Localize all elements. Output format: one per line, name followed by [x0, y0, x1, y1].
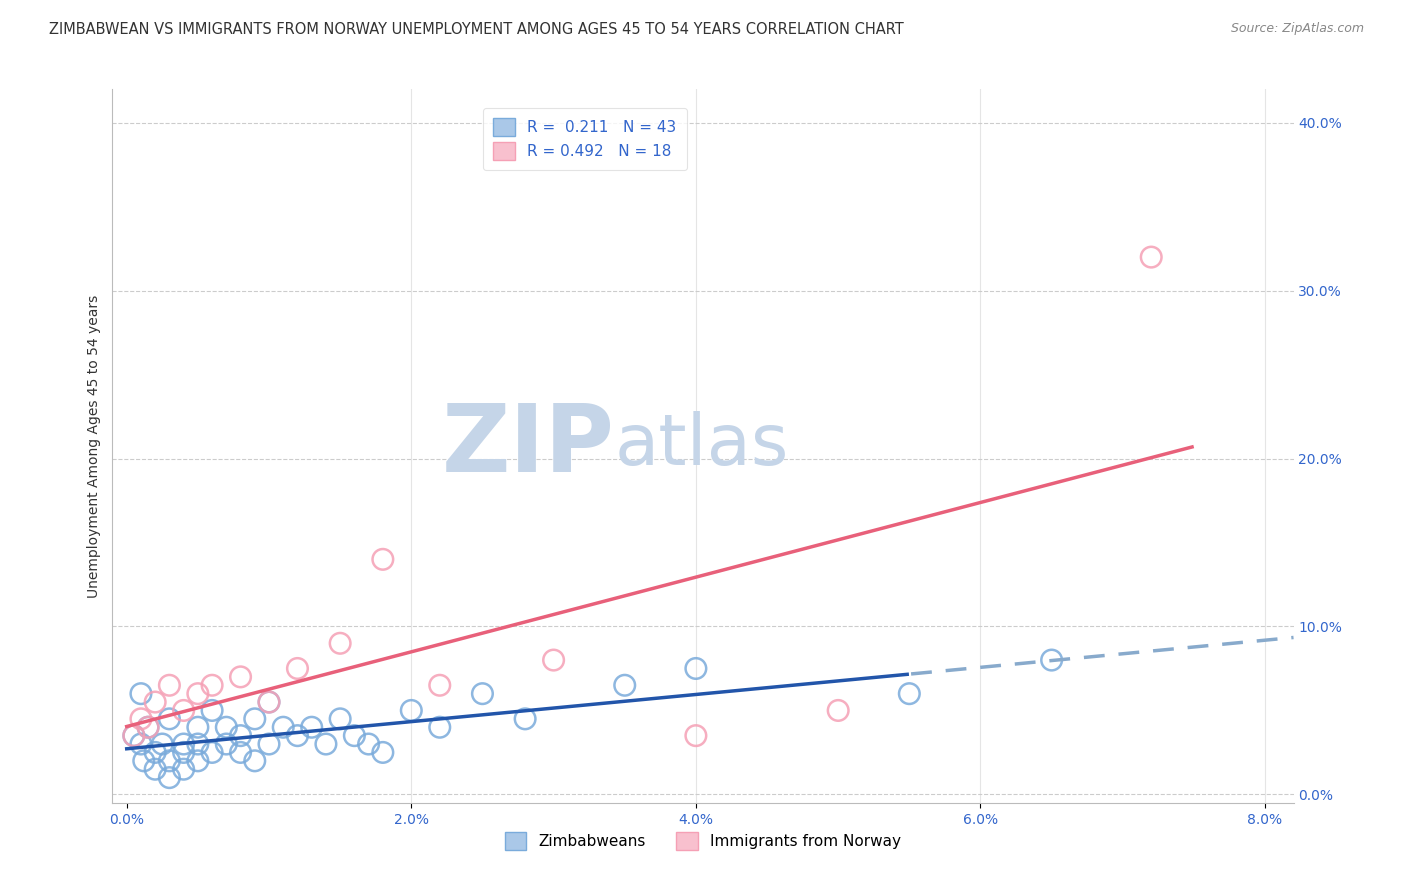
Point — [143, 746, 166, 760]
Point — [201, 703, 224, 717]
Point — [429, 678, 451, 692]
Point — [371, 552, 394, 566]
Point — [157, 712, 180, 726]
Point — [315, 737, 337, 751]
Legend: Zimbabweans, Immigrants from Norway: Zimbabweans, Immigrants from Norway — [499, 826, 907, 855]
Point — [357, 737, 380, 751]
Point — [187, 720, 209, 734]
Point — [343, 729, 366, 743]
Point — [257, 695, 280, 709]
Point — [187, 754, 209, 768]
Text: ZIMBABWEAN VS IMMIGRANTS FROM NORWAY UNEMPLOYMENT AMONG AGES 45 TO 54 YEARS CORR: ZIMBABWEAN VS IMMIGRANTS FROM NORWAY UNE… — [49, 22, 904, 37]
Point — [122, 729, 145, 743]
Point — [685, 729, 707, 743]
Point — [613, 678, 636, 692]
Point — [329, 712, 352, 726]
Point — [471, 687, 494, 701]
Point — [201, 678, 224, 692]
Point — [173, 746, 195, 760]
Text: atlas: atlas — [614, 411, 789, 481]
Text: ZIP: ZIP — [441, 400, 614, 492]
Point — [187, 737, 209, 751]
Point — [132, 754, 155, 768]
Point — [157, 754, 180, 768]
Point — [371, 746, 394, 760]
Point — [287, 729, 309, 743]
Point — [827, 703, 849, 717]
Point — [271, 720, 294, 734]
Point — [429, 720, 451, 734]
Point — [1140, 250, 1163, 264]
Point — [215, 737, 238, 751]
Text: Source: ZipAtlas.com: Source: ZipAtlas.com — [1230, 22, 1364, 36]
Point — [157, 771, 180, 785]
Point — [136, 720, 159, 734]
Y-axis label: Unemployment Among Ages 45 to 54 years: Unemployment Among Ages 45 to 54 years — [87, 294, 101, 598]
Point — [143, 695, 166, 709]
Point — [229, 670, 252, 684]
Point — [187, 687, 209, 701]
Point — [122, 729, 145, 743]
Point — [1040, 653, 1063, 667]
Point — [215, 720, 238, 734]
Point — [229, 746, 252, 760]
Point — [257, 737, 280, 751]
Point — [129, 712, 152, 726]
Point — [173, 737, 195, 751]
Point — [173, 703, 195, 717]
Point — [243, 712, 266, 726]
Point — [513, 712, 536, 726]
Point — [136, 720, 159, 734]
Point — [543, 653, 565, 667]
Point — [229, 729, 252, 743]
Point — [157, 678, 180, 692]
Point — [287, 661, 309, 675]
Point — [143, 762, 166, 776]
Point — [329, 636, 352, 650]
Point — [201, 746, 224, 760]
Point — [243, 754, 266, 768]
Point — [129, 737, 152, 751]
Point — [401, 703, 423, 717]
Point — [685, 661, 707, 675]
Point — [150, 737, 173, 751]
Point — [301, 720, 323, 734]
Point — [257, 695, 280, 709]
Point — [173, 762, 195, 776]
Point — [129, 687, 152, 701]
Point — [898, 687, 921, 701]
